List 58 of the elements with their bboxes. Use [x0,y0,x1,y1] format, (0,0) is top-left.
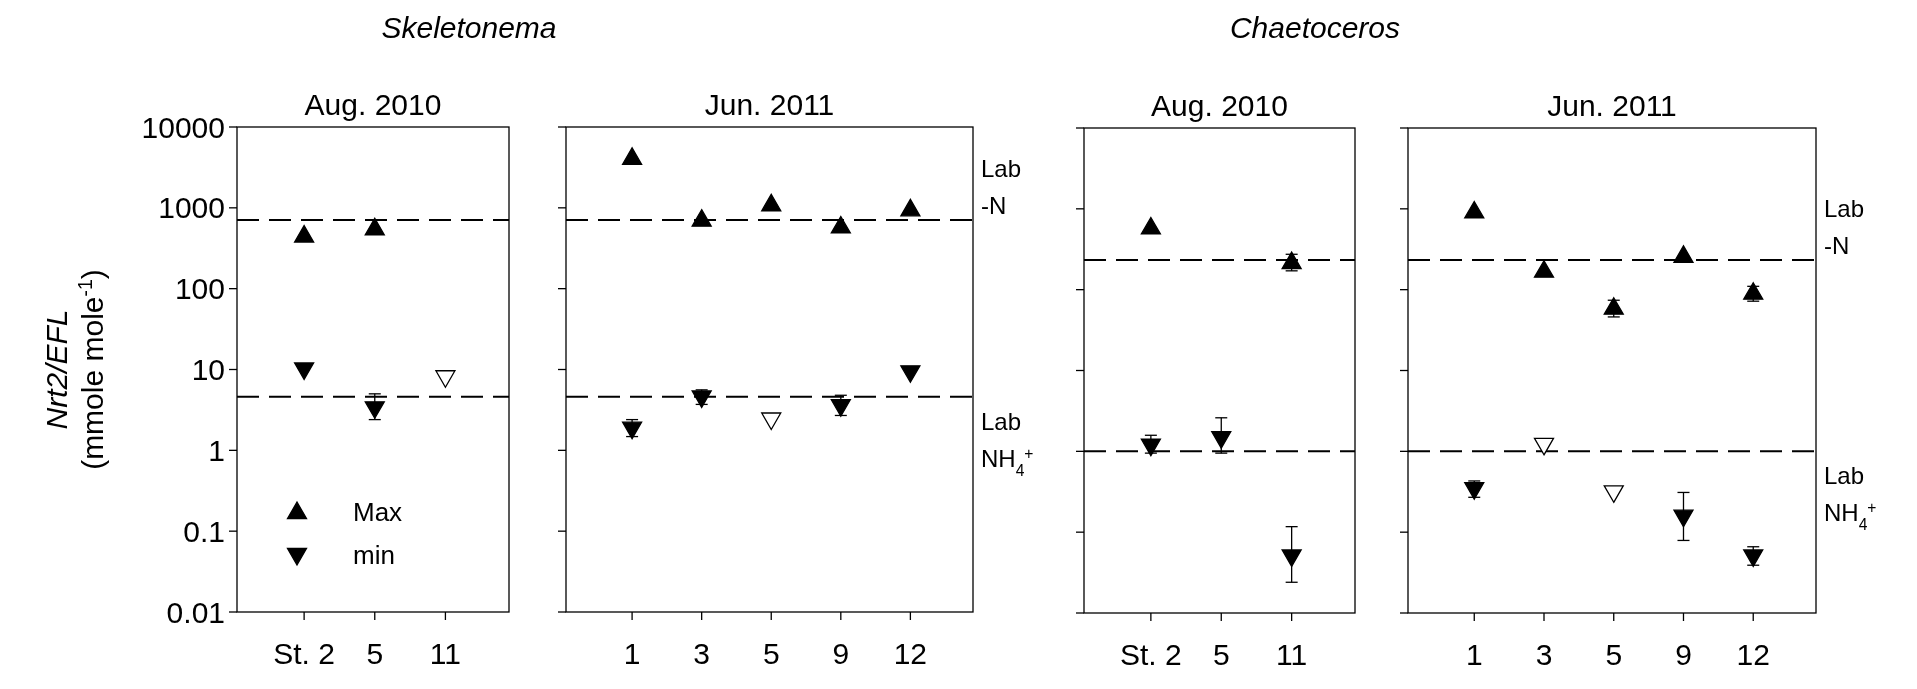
point [830,399,851,417]
point [900,198,921,217]
x-tick-label: 9 [832,637,850,670]
y-tick-label: 0.01 [166,595,225,629]
y-tick-label: 1000 [158,191,225,225]
x-tick-label: 1 [1465,638,1483,671]
legend-label: min [353,540,395,571]
point [621,421,643,440]
point [761,412,782,431]
chart-subtitle: Chaetoceros [1229,11,1401,44]
x-tick-label: St. 2 [273,637,335,670]
chart-title: Aug. 2010 [304,88,442,121]
y-tick-label: 0.1 [183,514,225,548]
point [1743,549,1764,568]
point [1673,245,1694,263]
chart-title: Jun. 2011 [1547,89,1677,122]
point [1533,260,1555,278]
point [1464,200,1485,219]
point [1211,431,1232,449]
x-tick-label: St. 2 [1120,638,1182,671]
y-tick-label: 1 [208,433,225,467]
point [1281,251,1302,270]
chart-subtitle: Skeletonema [381,11,557,44]
x-tick-label: 3 [1535,638,1553,671]
x-tick-label: 5 [762,637,780,670]
point [691,209,712,227]
x-tick-label: 12 [893,637,928,670]
point [1673,509,1694,528]
ref-line-label: Lab -N [981,155,1022,220]
point [1281,549,1302,568]
x-tick-label: 11 [1276,638,1308,671]
x-tick-label: 11 [429,637,461,670]
x-tick-label: 3 [693,637,711,670]
y-tick-label: 100 [174,272,225,306]
point [900,365,921,383]
legend-label: Max [353,497,403,528]
x-tick-label: 5 [1212,638,1230,671]
x-tick-label: 1 [623,637,641,670]
x-tick-label: 5 [1605,638,1623,671]
point [1603,485,1624,503]
point [761,193,782,212]
ref-line-label: Lab -N [1824,195,1865,260]
point [830,215,851,234]
point [1140,438,1162,457]
point [1140,216,1162,235]
x-tick-label: 12 [1736,638,1770,671]
x-tick-label: 5 [366,637,384,670]
x-tick-label: 9 [1675,638,1692,671]
point [1533,437,1555,456]
chart-title: Jun. 2011 [704,88,835,121]
point [1603,297,1624,315]
point [1743,282,1764,300]
chart-title: Aug. 2010 [1151,89,1288,122]
y-tick-label: 10 [191,353,225,386]
point [691,390,712,409]
y-tick-label: 10000 [141,110,225,144]
point [1464,481,1485,500]
point [621,147,643,165]
